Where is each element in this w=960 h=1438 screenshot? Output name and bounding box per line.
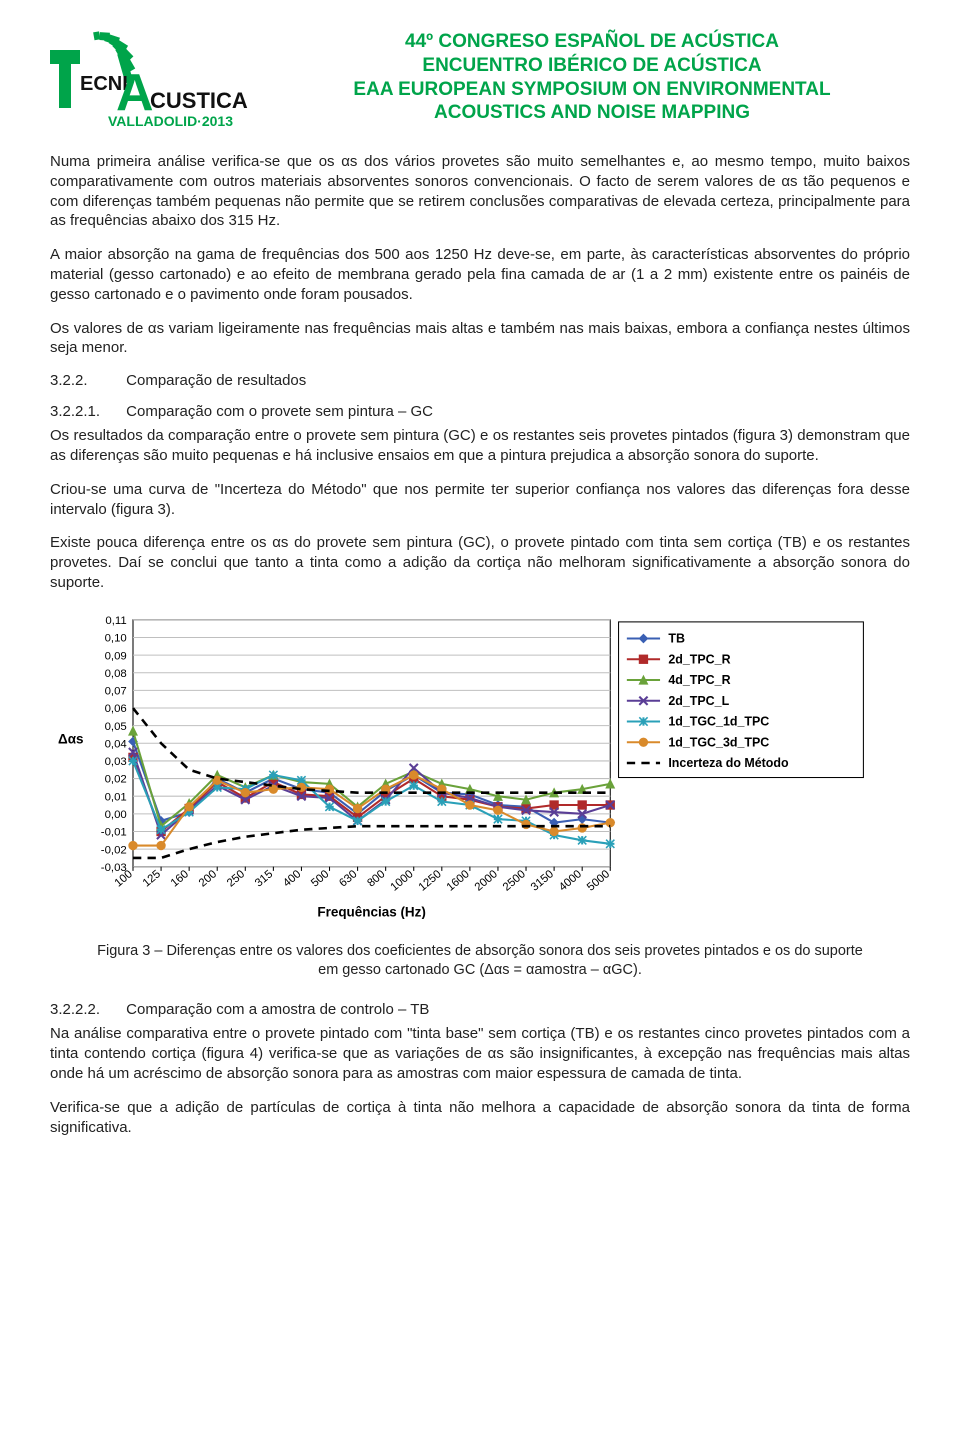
svg-text:0,11: 0,11 <box>105 615 126 627</box>
svg-text:TB: TB <box>668 631 685 645</box>
paragraph-8: Verifica-se que a adição de partículas d… <box>50 1098 910 1138</box>
svg-text:0,01: 0,01 <box>105 791 127 803</box>
header-line-3: EAA EUROPEAN SYMPOSIUM ON ENVIRONMENTAL <box>274 78 910 102</box>
congress-title: 44º CONGRESO ESPAÑOL DE ACÚSTICA ENCUENT… <box>274 30 910 125</box>
svg-text:0,02: 0,02 <box>105 773 127 785</box>
svg-text:1d_TGC_3d_TPC: 1d_TGC_3d_TPC <box>668 735 769 749</box>
section-title-3221: Comparação com o provete sem pintura – G… <box>126 403 433 420</box>
svg-text:400: 400 <box>281 868 303 889</box>
svg-text:-0,01: -0,01 <box>101 826 127 838</box>
svg-text:Frequências (Hz): Frequências (Hz) <box>317 904 426 918</box>
svg-text:VALLADOLID·2013: VALLADOLID·2013 <box>108 113 233 129</box>
svg-text:200: 200 <box>197 868 219 889</box>
svg-text:0,10: 0,10 <box>105 632 127 644</box>
svg-text:250: 250 <box>225 868 247 889</box>
paragraph-2: A maior absorção na gama de frequências … <box>50 245 910 304</box>
header-line-4: ACOUSTICS AND NOISE MAPPING <box>274 101 910 125</box>
svg-text:800: 800 <box>365 868 387 889</box>
paragraph-1: Numa primeira análise verifica-se que os… <box>50 152 910 231</box>
paragraph-7: Na análise comparativa entre o provete p… <box>50 1024 910 1083</box>
svg-text:5000: 5000 <box>585 868 612 894</box>
svg-text:Incerteza do Método: Incerteza do Método <box>668 756 789 770</box>
svg-text:0,03: 0,03 <box>105 756 127 768</box>
svg-text:2500: 2500 <box>501 868 528 894</box>
section-322: 3.2.2. Comparação de resultados <box>50 372 910 389</box>
svg-text:1250: 1250 <box>417 868 444 894</box>
svg-text:315: 315 <box>253 868 275 889</box>
svg-text:3150: 3150 <box>529 868 556 894</box>
section-title-3222: Comparação com a amostra de controlo – T… <box>126 1001 429 1018</box>
section-num-3221: 3.2.2.1. <box>50 403 122 420</box>
svg-text:500: 500 <box>309 868 331 889</box>
svg-text:0,00: 0,00 <box>105 809 127 821</box>
header-line-2: ENCUENTRO IBÉRICO DE ACÚSTICA <box>274 54 910 78</box>
svg-text:CUSTICA: CUSTICA <box>150 88 248 113</box>
section-title-322: Comparação de resultados <box>126 372 306 389</box>
svg-text:0,07: 0,07 <box>105 685 127 697</box>
section-num-322: 3.2.2. <box>50 372 122 389</box>
svg-text:630: 630 <box>337 868 359 889</box>
figure-3-chart: -0,03-0,02-0,010,000,010,020,030,040,050… <box>50 607 910 924</box>
page-header: ECNIACUSTICAVALLADOLID·2013 44º CONGRESO… <box>50 30 910 130</box>
svg-text:125: 125 <box>141 868 163 889</box>
figure-3-caption: Figura 3 – Diferenças entre os valores d… <box>90 942 870 980</box>
paragraph-5: Criou-se uma curva de "Incerteza do Méto… <box>50 480 910 520</box>
svg-text:1600: 1600 <box>445 868 472 894</box>
svg-text:160: 160 <box>169 868 191 889</box>
svg-text:0,06: 0,06 <box>105 703 127 715</box>
svg-text:2d_TPC_R: 2d_TPC_R <box>668 652 730 666</box>
svg-text:Δαs: Δαs <box>58 731 83 746</box>
svg-text:-0,02: -0,02 <box>101 844 127 856</box>
svg-text:0,05: 0,05 <box>105 721 127 733</box>
section-num-3222: 3.2.2.2. <box>50 1001 122 1018</box>
svg-text:1d_TGC_1d_TPC: 1d_TGC_1d_TPC <box>668 714 769 728</box>
paragraph-3: Os valores de αs variam ligeiramente nas… <box>50 319 910 359</box>
svg-text:4000: 4000 <box>557 868 584 894</box>
svg-text:0,09: 0,09 <box>105 650 127 662</box>
section-3221: 3.2.2.1. Comparação com o provete sem pi… <box>50 403 910 420</box>
tecniacustica-logo: ECNIACUSTICAVALLADOLID·2013 <box>50 30 250 130</box>
svg-text:2000: 2000 <box>473 868 500 894</box>
header-line-1: 44º CONGRESO ESPAÑOL DE ACÚSTICA <box>274 30 910 54</box>
paragraph-6: Existe pouca diferença entre os αs do pr… <box>50 533 910 592</box>
svg-text:2d_TPC_L: 2d_TPC_L <box>668 694 729 708</box>
svg-text:0,04: 0,04 <box>105 738 128 750</box>
section-3222: 3.2.2.2. Comparação com a amostra de con… <box>50 1001 910 1018</box>
paragraph-4: Os resultados da comparação entre o prov… <box>50 426 910 466</box>
svg-text:1000: 1000 <box>389 868 416 894</box>
svg-text:4d_TPC_R: 4d_TPC_R <box>668 673 730 687</box>
svg-text:0,08: 0,08 <box>105 668 127 680</box>
